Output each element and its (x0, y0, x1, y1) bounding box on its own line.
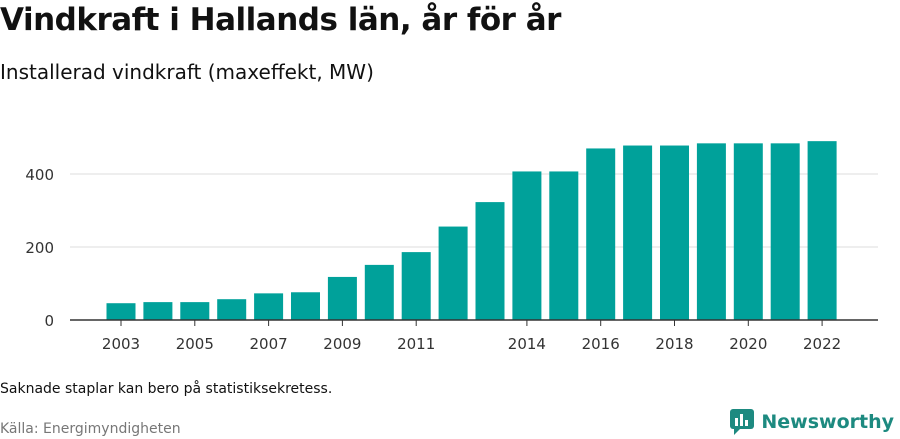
y-axis-tick-labels: 0 200 400 (25, 166, 54, 330)
bar-2011 (401, 252, 431, 320)
footnote: Saknade staplar kan bero på statistiksek… (0, 381, 333, 397)
x-tick-label: 2007 (250, 335, 288, 353)
bar-2012 (438, 226, 468, 320)
x-tick-label: 2020 (729, 335, 767, 353)
bar-2016 (586, 148, 616, 320)
bar-2009 (327, 276, 357, 320)
bar-2015 (549, 171, 579, 320)
x-tick-label: 2011 (397, 335, 435, 353)
bar-2013 (475, 202, 505, 320)
brand-name: Newsworthy (761, 411, 894, 433)
x-tick-label: 2022 (803, 335, 841, 353)
x-tick-label: 2018 (655, 335, 693, 353)
brand-logo[interactable]: Newsworthy (729, 408, 894, 436)
x-tick-label: 2014 (508, 335, 546, 353)
bar-chart: 0 200 400 2003 2005 2007 2009 2011 2014 2016 2018… (25, 141, 878, 353)
bar-2008 (291, 292, 320, 320)
bar-2004 (143, 302, 173, 320)
x-axis (70, 319, 878, 326)
bar-2017 (623, 145, 653, 320)
x-tick-label: 2009 (323, 335, 361, 353)
bar-2018 (660, 145, 689, 320)
chart-title: Vindkraft i Hallands län, år för år (0, 2, 561, 38)
x-axis-tick-labels: 2003 2005 2007 2009 2011 2014 2016 2018 2020 2022 (102, 335, 841, 353)
chart-subtitle: Installerad vindkraft (maxeffekt, MW) (0, 60, 374, 84)
y-tick-label: 200 (25, 239, 54, 257)
bar-2014 (512, 171, 542, 320)
x-tick-label: 2005 (176, 335, 214, 353)
bar-2020 (733, 143, 763, 320)
bar-2010 (364, 264, 394, 320)
y-tick-label: 0 (44, 312, 54, 330)
bar-2005 (180, 302, 210, 320)
bars (106, 141, 837, 320)
bar-2019 (696, 143, 726, 320)
bar-2021 (770, 143, 800, 320)
bar-2006 (217, 299, 247, 320)
newsworthy-logo-icon (730, 409, 755, 435)
x-tick-label: 2016 (582, 335, 620, 353)
bar-2003 (106, 303, 136, 320)
bar-2007 (254, 293, 284, 320)
x-tick-label: 2003 (102, 335, 140, 353)
source-text: Källa: Energimyndigheten (0, 421, 181, 437)
bar-2022 (807, 141, 837, 320)
y-tick-label: 400 (25, 166, 54, 184)
